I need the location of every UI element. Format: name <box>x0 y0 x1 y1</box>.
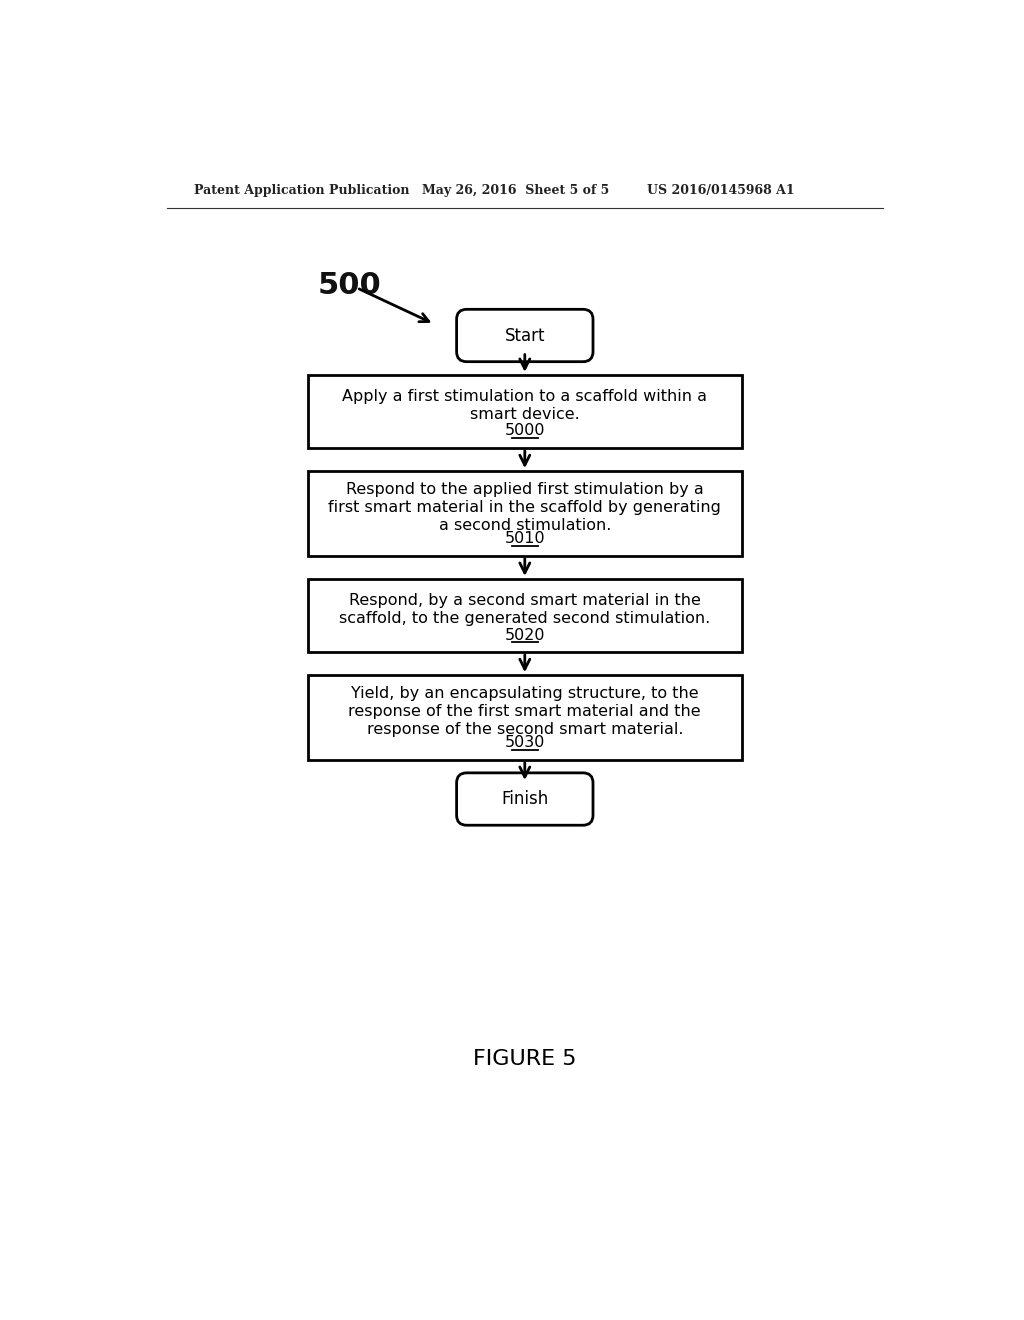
Text: Respond, by a second smart material in the: Respond, by a second smart material in t… <box>349 593 700 607</box>
Text: smart device.: smart device. <box>470 407 580 421</box>
FancyBboxPatch shape <box>457 309 593 362</box>
Text: response of the first smart material and the: response of the first smart material and… <box>348 704 701 719</box>
Text: 5000: 5000 <box>505 424 545 438</box>
Text: response of the second smart material.: response of the second smart material. <box>367 722 683 737</box>
Text: Patent Application Publication: Patent Application Publication <box>194 185 410 197</box>
Text: Yield, by an encapsulating structure, to the: Yield, by an encapsulating structure, to… <box>351 685 698 701</box>
Text: FIGURE 5: FIGURE 5 <box>473 1049 577 1069</box>
FancyBboxPatch shape <box>457 774 593 825</box>
Text: May 26, 2016  Sheet 5 of 5: May 26, 2016 Sheet 5 of 5 <box>423 185 609 197</box>
Text: Finish: Finish <box>501 791 549 808</box>
FancyBboxPatch shape <box>308 375 741 447</box>
FancyBboxPatch shape <box>308 471 741 556</box>
Text: a second stimulation.: a second stimulation. <box>438 517 611 533</box>
FancyBboxPatch shape <box>308 579 741 652</box>
Text: Start: Start <box>505 326 545 345</box>
Text: Apply a first stimulation to a scaffold within a: Apply a first stimulation to a scaffold … <box>342 388 708 404</box>
Text: 500: 500 <box>317 271 382 300</box>
FancyBboxPatch shape <box>308 675 741 760</box>
Text: 5010: 5010 <box>505 531 545 546</box>
Text: Respond to the applied first stimulation by a: Respond to the applied first stimulation… <box>346 482 703 496</box>
Text: 5020: 5020 <box>505 627 545 643</box>
Text: scaffold, to the generated second stimulation.: scaffold, to the generated second stimul… <box>339 611 711 626</box>
Text: first smart material in the scaffold by generating: first smart material in the scaffold by … <box>329 500 721 515</box>
Text: 5030: 5030 <box>505 735 545 750</box>
Text: US 2016/0145968 A1: US 2016/0145968 A1 <box>647 185 795 197</box>
